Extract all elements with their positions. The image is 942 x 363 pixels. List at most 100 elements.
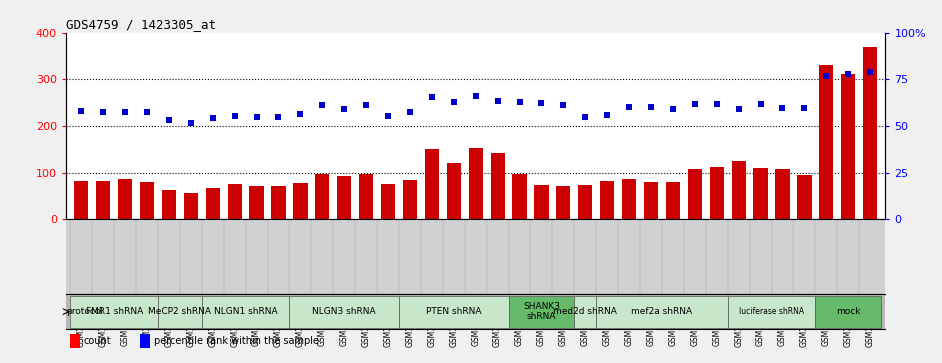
Point — [731, 106, 746, 112]
Bar — [728, 296, 816, 327]
Point — [775, 105, 790, 111]
Text: SHANK3
shRNA: SHANK3 shRNA — [523, 302, 560, 321]
Point — [863, 69, 878, 75]
Bar — [491, 153, 505, 219]
Bar — [140, 182, 154, 219]
Bar — [841, 74, 855, 219]
Text: MeCP2 shRNA: MeCP2 shRNA — [149, 307, 211, 316]
Bar — [381, 184, 396, 219]
Point — [753, 101, 768, 106]
Bar — [399, 296, 509, 327]
Point — [402, 109, 417, 115]
Point — [709, 101, 724, 106]
Text: PTEN shRNA: PTEN shRNA — [426, 307, 481, 316]
Point — [643, 105, 658, 110]
Bar — [71, 296, 158, 327]
Text: FMR1 shRNA: FMR1 shRNA — [86, 307, 143, 316]
Bar — [644, 182, 658, 219]
Bar — [863, 47, 877, 219]
Bar — [775, 170, 789, 219]
Bar — [578, 185, 593, 219]
Bar — [600, 181, 614, 219]
Point — [577, 114, 593, 119]
Point — [205, 115, 220, 121]
Point — [840, 71, 855, 77]
Text: mock: mock — [836, 307, 860, 316]
Bar — [316, 174, 330, 219]
Bar — [596, 296, 728, 327]
Point — [118, 109, 133, 115]
Bar — [709, 167, 723, 219]
Bar — [337, 176, 351, 219]
Point — [556, 103, 571, 109]
Point — [468, 93, 483, 99]
Bar — [228, 184, 242, 219]
Point — [227, 113, 242, 119]
Point — [336, 106, 351, 112]
Bar — [162, 190, 176, 219]
Bar — [688, 169, 702, 219]
Point — [271, 114, 286, 119]
Bar — [509, 296, 575, 327]
Point — [184, 120, 199, 126]
Bar — [534, 185, 548, 219]
Point — [797, 105, 812, 111]
Bar — [468, 148, 483, 219]
Point — [447, 99, 462, 105]
Point — [688, 101, 703, 106]
Point — [424, 94, 439, 100]
Bar — [205, 188, 219, 219]
Point — [512, 99, 528, 105]
Bar — [202, 296, 289, 327]
Point — [96, 109, 111, 115]
Bar — [512, 174, 527, 219]
Point — [293, 111, 308, 117]
Point — [381, 113, 396, 119]
Point — [73, 108, 89, 114]
Point — [359, 103, 374, 109]
Bar — [556, 186, 571, 219]
Bar — [96, 181, 110, 219]
Point — [161, 118, 176, 123]
Bar — [797, 175, 811, 219]
Bar — [820, 65, 834, 219]
Text: GDS4759 / 1423305_at: GDS4759 / 1423305_at — [66, 19, 216, 32]
Bar — [293, 183, 307, 219]
Point — [819, 73, 834, 78]
Bar — [118, 179, 132, 219]
Bar — [74, 181, 89, 219]
Bar — [184, 193, 198, 219]
Bar — [622, 179, 636, 219]
Point — [139, 109, 154, 115]
Text: count: count — [84, 336, 111, 346]
Bar — [447, 163, 461, 219]
Point — [315, 103, 330, 109]
Point — [534, 100, 549, 106]
Bar — [732, 160, 746, 219]
Point — [249, 114, 264, 119]
Point — [600, 112, 615, 118]
Bar — [754, 168, 768, 219]
Text: mef2a shRNA: mef2a shRNA — [631, 307, 692, 316]
Bar — [158, 296, 202, 327]
Point — [622, 105, 637, 110]
Text: percentile rank within the sample: percentile rank within the sample — [154, 336, 318, 346]
Text: protocol: protocol — [66, 307, 104, 316]
Point — [490, 98, 505, 104]
Bar — [575, 296, 596, 327]
Text: NLGN3 shRNA: NLGN3 shRNA — [313, 307, 376, 316]
Text: luciferase shRNA: luciferase shRNA — [739, 307, 804, 316]
Bar — [271, 186, 285, 219]
Bar — [403, 180, 417, 219]
Bar — [425, 149, 439, 219]
Text: NLGN1 shRNA: NLGN1 shRNA — [214, 307, 278, 316]
Bar — [139, 334, 150, 347]
Bar — [289, 296, 399, 327]
Bar — [250, 186, 264, 219]
Bar — [816, 296, 881, 327]
Bar — [359, 174, 373, 219]
Bar — [70, 334, 80, 347]
Point — [665, 106, 680, 112]
Text: med2d shRNA: med2d shRNA — [553, 307, 617, 316]
Bar — [666, 182, 680, 219]
